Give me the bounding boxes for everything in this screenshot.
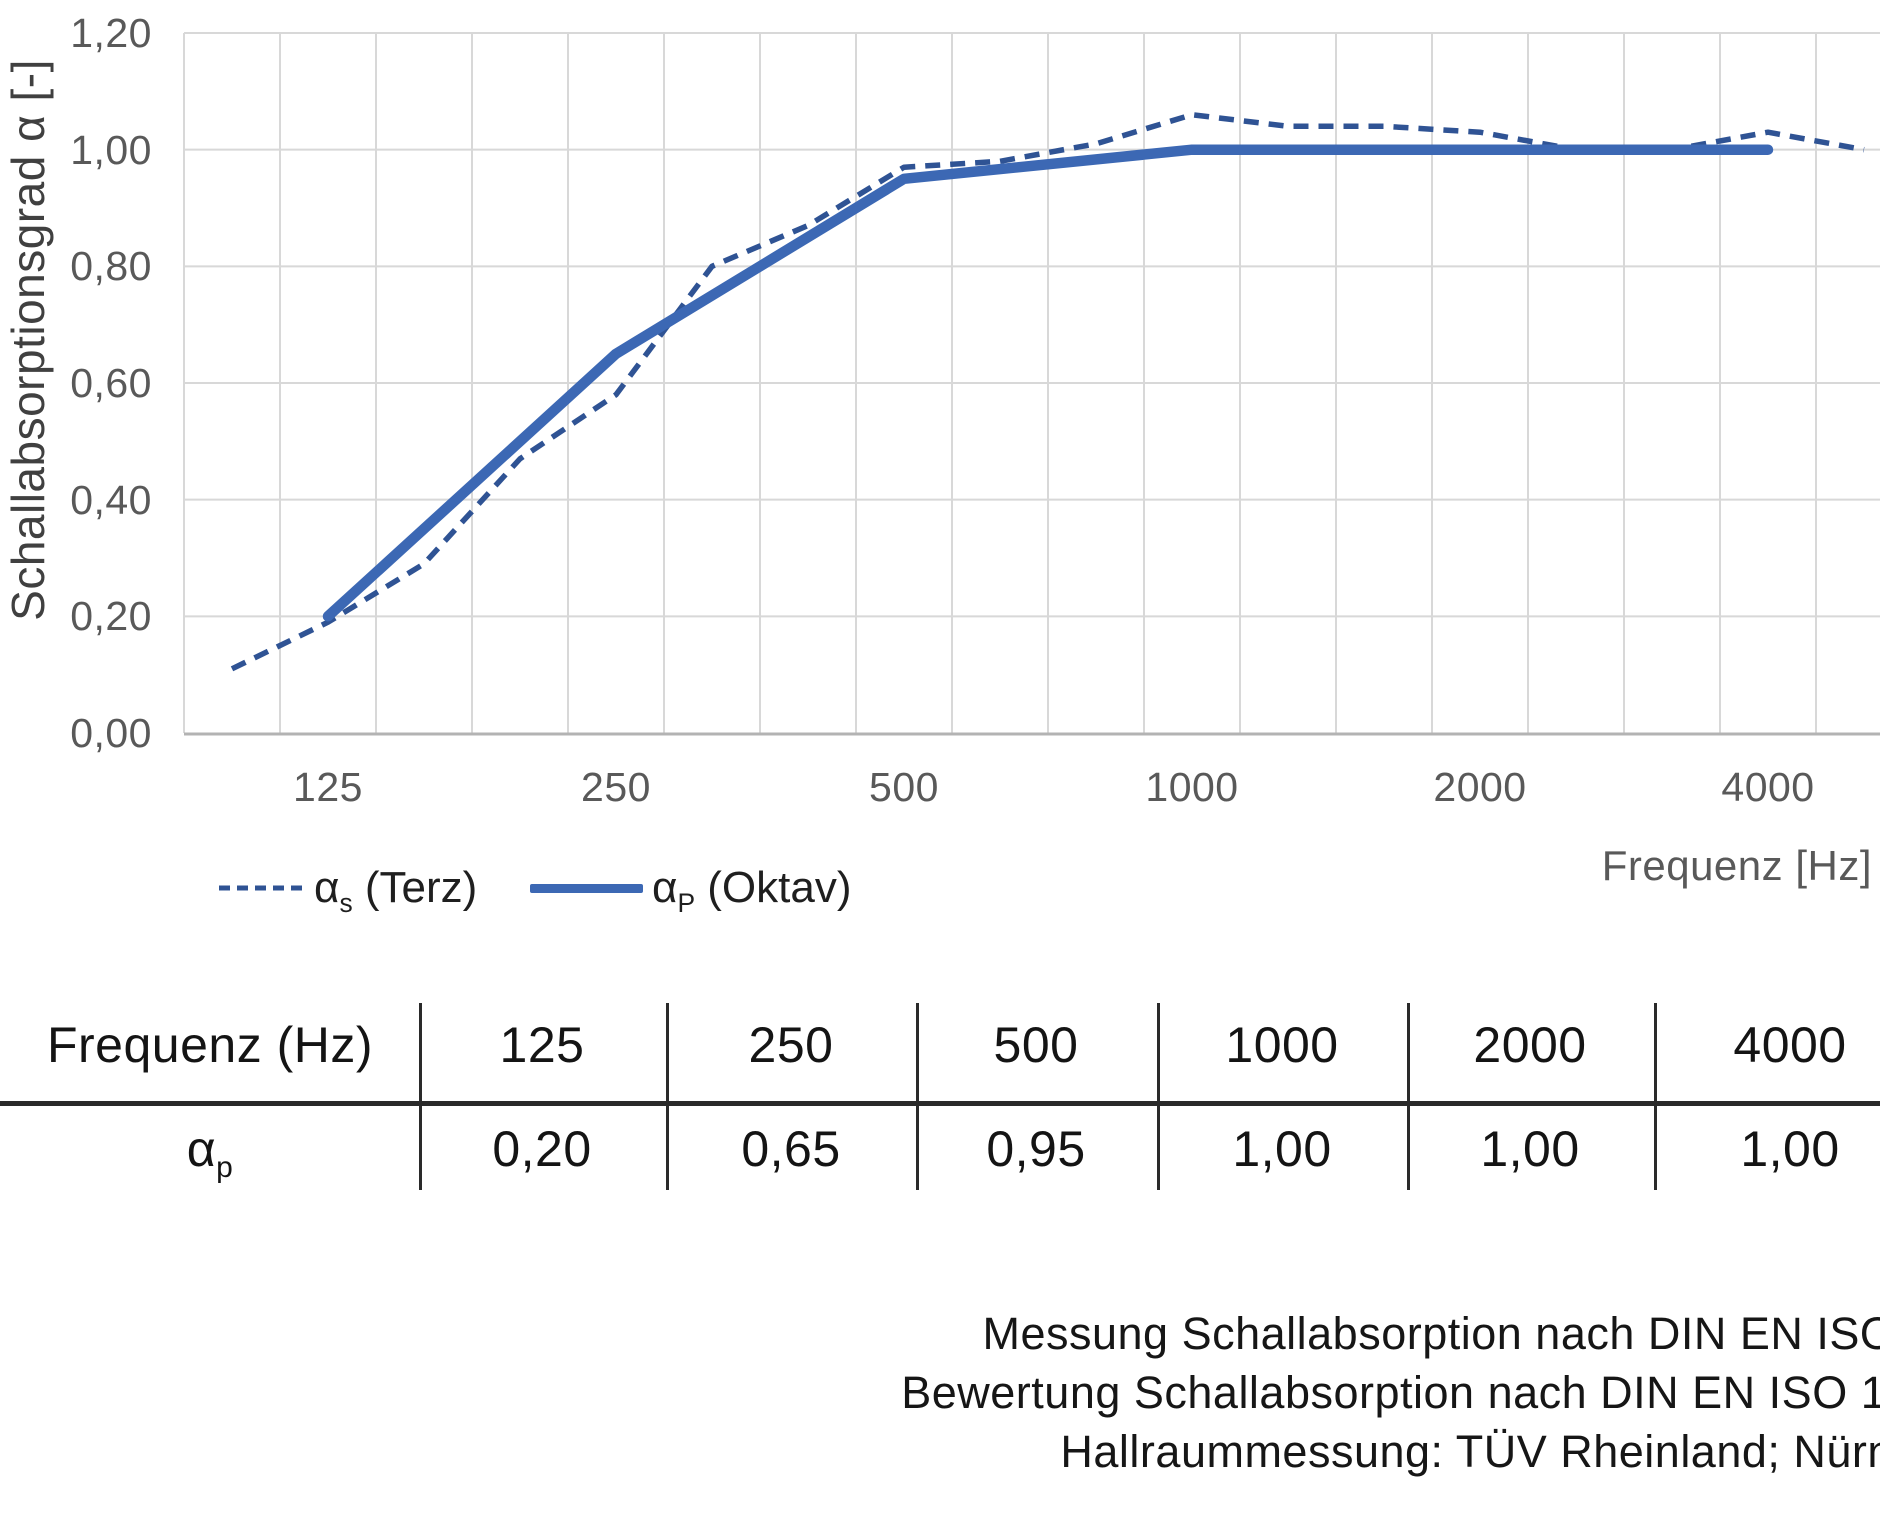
table-column-divider xyxy=(666,1003,669,1190)
x-tick-label: 2000 xyxy=(1433,764,1527,810)
table-value-cell: 1,00 xyxy=(1480,1121,1580,1177)
table-header-value: 4000 xyxy=(1733,1017,1847,1073)
y-tick-label: 0,60 xyxy=(70,360,152,406)
x-tick-label: 500 xyxy=(869,764,939,810)
y-tick-label: 0,40 xyxy=(70,476,152,523)
table-value-cell: 0,65 xyxy=(741,1121,841,1177)
y-tick-label: 0,20 xyxy=(70,593,152,640)
table-value-cell: 1,00 xyxy=(1740,1121,1840,1177)
footer-note-line: Messung Schallabsorption nach DIN EN ISO… xyxy=(982,1308,1880,1359)
x-axis-title: Frequenz [Hz] xyxy=(1601,842,1872,889)
table-value-cell: 1,00 xyxy=(1232,1121,1332,1177)
table-header-value: 250 xyxy=(748,1017,834,1073)
table-column-divider xyxy=(1407,1003,1410,1190)
x-tick-label: 1000 xyxy=(1145,764,1239,810)
table-header-value: 125 xyxy=(499,1017,585,1073)
table-column-divider xyxy=(1654,1003,1657,1190)
oktav-series-line xyxy=(322,144,1774,622)
footer-note-line: Bewertung Schallabsorption nach DIN EN I… xyxy=(901,1367,1880,1418)
y-tick-label: 1,00 xyxy=(70,126,152,173)
table-value-cell: 0,20 xyxy=(492,1121,592,1177)
table-row-label-alpha-p: αp xyxy=(186,1121,234,1184)
line-chart-plot-area xyxy=(183,32,1880,736)
oktav-solid-line-swatch xyxy=(530,884,643,893)
table-header-value: 500 xyxy=(993,1017,1079,1073)
y-tick-label: 1,20 xyxy=(70,10,152,56)
x-tick-label: 125 xyxy=(293,764,363,810)
table-value-cell: 0,95 xyxy=(986,1121,1086,1177)
table-header-value: 2000 xyxy=(1473,1017,1587,1073)
y-tick-label: 0,80 xyxy=(70,243,152,290)
table-column-divider xyxy=(916,1003,919,1190)
gridlines xyxy=(183,32,1880,733)
y-tick-label: 0,00 xyxy=(70,710,152,756)
footer-notes: Messung Schallabsorption nach DIN EN ISO… xyxy=(560,1304,1880,1481)
legend-label-terz: αs (Terz) xyxy=(314,863,478,918)
table-row-divider xyxy=(0,1101,1880,1106)
footer-note-line: Hallraummessung: TÜV Rheinland; Nürnberg xyxy=(1060,1426,1880,1477)
x-tick-label: 250 xyxy=(581,764,651,810)
table-header-frequency: Frequenz (Hz) xyxy=(46,1017,374,1073)
legend-label-oktav: αP (Oktav) xyxy=(652,863,852,918)
table-column-divider xyxy=(419,1003,422,1190)
x-tick-label: 4000 xyxy=(1721,764,1815,810)
table-header-value: 1000 xyxy=(1225,1017,1339,1073)
terz-dashed-line-swatch xyxy=(219,885,309,891)
table-column-divider xyxy=(1157,1003,1160,1190)
